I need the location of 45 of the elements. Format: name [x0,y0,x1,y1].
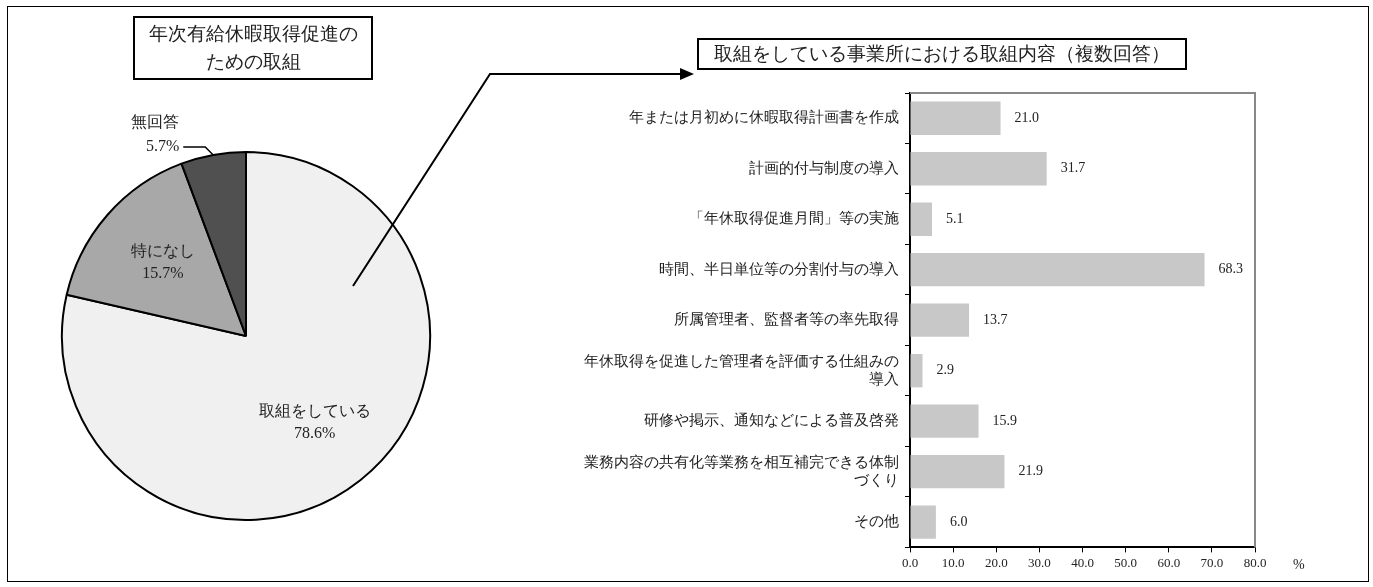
y-tick-label: その他 [854,513,899,530]
bar [910,354,923,388]
bar [910,404,979,438]
data-label: 15.7% [142,264,184,282]
data-label: 68.3 [1218,261,1244,277]
x-tick-label: 60.0 [1157,554,1181,570]
x-tick-label: 70.0 [1200,554,1224,570]
x-tick-label: 0.0 [901,554,919,570]
y-tick-label: 計画的付与制度の導入 [749,159,899,176]
data-label: 5.7% [145,137,180,155]
chart-title: 年次有給休暇取得促進のための取組 [133,16,373,80]
bar [910,101,1001,135]
data-label: 5.1 [945,210,964,226]
y-tick-label: 業務内容の共有化等業務を相互補完できる体制づくり [584,453,899,488]
data-label: 21.0 [1014,109,1040,125]
y-tick-label: 年または月初めに休暇取得計画書を作成 [629,109,899,126]
x-axis-title: % [1293,557,1305,573]
data-label: 15.9 [992,412,1018,428]
y-tick-label: 年休取得を促進した管理者を評価する仕組みの導入 [584,352,899,387]
data-label: 13.7 [983,311,1008,327]
x-tick-label: 40.0 [1071,554,1094,570]
y-tick-label: 所属管理者、監督者等の率先取得 [674,311,899,328]
data-label: 31.7 [1060,160,1086,176]
x-tick-label: 50.0 [1114,554,1137,570]
y-tick-label: 「年休取得促進月間」等の実施 [689,210,899,227]
data-label: 2.9 [936,362,955,378]
x-tick-label: 20.0 [984,554,1008,570]
slice-label: 取組をしている [258,401,371,419]
x-tick-label: 10.0 [941,554,965,570]
data-label: 78.6% [294,423,336,441]
x-tick-label: 80.0 [1243,554,1267,570]
bar [910,505,936,539]
bar [910,202,932,236]
x-tick-label: 30.0 [1028,554,1051,570]
bar [910,303,970,337]
y-tick-label: 研修や掲示、通知などによる普及啓発 [644,412,899,429]
bar [910,152,1047,186]
chart-title: 取組をしている事業所における取組内容（複数回答） [697,38,1187,70]
slice-label: 特になし [130,242,195,260]
bar [910,455,1005,489]
slice-label: 無回答 [131,113,180,131]
data-label: 21.9 [1018,463,1043,479]
y-tick-label: 時間、半日単位等の分割付与の導入 [659,260,899,277]
data-label: 6.0 [949,513,968,529]
bar [910,253,1205,287]
